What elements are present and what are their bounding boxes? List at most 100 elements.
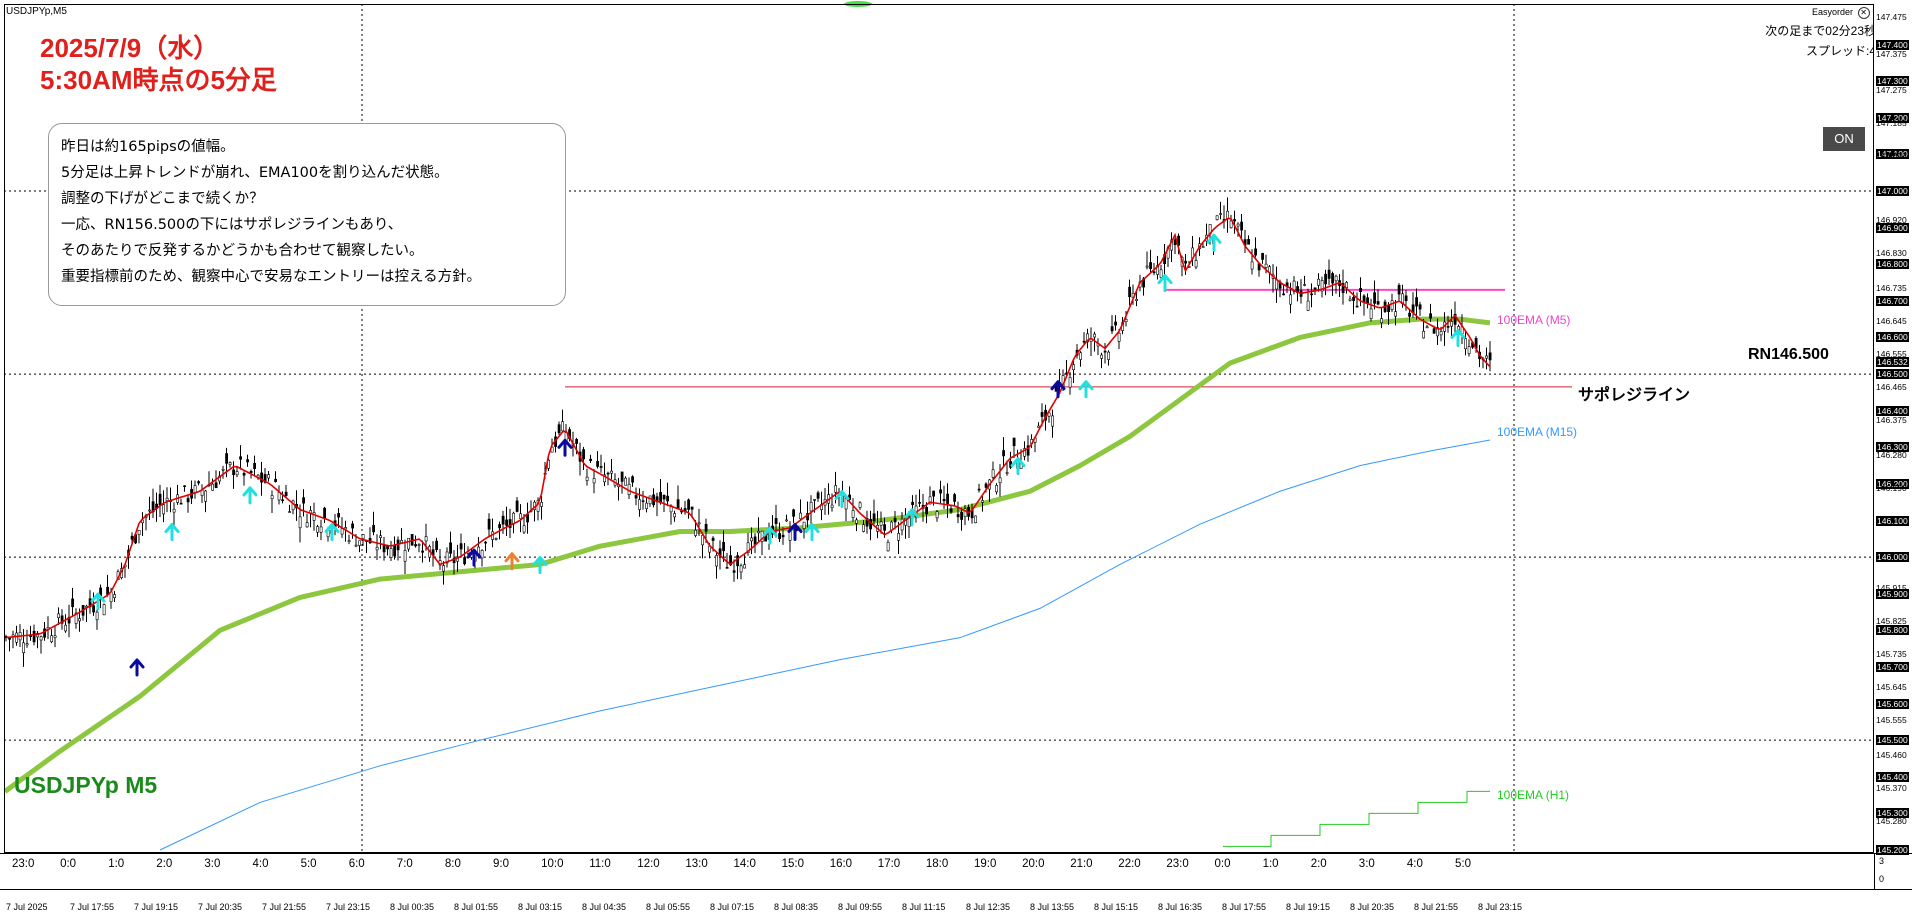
price-tick-label: 145.370 xyxy=(1876,782,1907,793)
price-tick-label: 147.100 xyxy=(1876,149,1909,160)
candle-body xyxy=(897,533,901,541)
buy-signal-arrow-icon xyxy=(834,490,850,509)
ema-m5-line xyxy=(3,316,1491,794)
candle-body xyxy=(1068,377,1072,388)
candle-body xyxy=(750,537,754,542)
candle-body xyxy=(599,466,603,468)
date-tick-label: 8 Jul 23:15 xyxy=(1478,902,1523,912)
candle-body xyxy=(974,515,978,523)
candle-body xyxy=(435,540,439,550)
candle-body xyxy=(225,453,229,464)
candle-body xyxy=(673,513,677,518)
candle-body xyxy=(379,535,383,538)
time-tick-label: 9:0 xyxy=(493,858,509,870)
candle-body xyxy=(498,524,502,529)
candle-body xyxy=(526,514,530,523)
buy-signal-arrow-icon xyxy=(557,438,573,457)
candle-body xyxy=(638,499,642,510)
time-axis-dates[interactable]: 7 Jul 2025 7 Jul 17:55 7 Jul 19:15 7 Jul 20… xyxy=(0,889,1912,919)
candle-body xyxy=(148,509,152,512)
candle-body xyxy=(676,499,680,509)
candle-body xyxy=(463,557,467,565)
candle-body xyxy=(1240,221,1244,231)
candle-body xyxy=(92,605,96,613)
price-tick-label: 145.800 xyxy=(1876,625,1909,636)
candle-body xyxy=(991,469,995,478)
ema-h1-label: 100EMA (H1) xyxy=(1497,788,1570,802)
date-tick-label: 8 Jul 15:15 xyxy=(1094,902,1139,912)
title-date: 2025/7/9（水） xyxy=(40,33,220,63)
easyorder-panel[interactable]: Easyorder ✕ xyxy=(1812,7,1870,19)
candle-body xyxy=(624,477,628,486)
candle-body xyxy=(998,477,1002,484)
candle-body xyxy=(732,570,736,573)
time-tick-label: 4:0 xyxy=(1406,858,1423,870)
candle-body xyxy=(1306,300,1310,311)
date-tick-label: 8 Jul 19:15 xyxy=(1286,902,1331,912)
time-axis-hours[interactable]: 23:0 0:0 1:0 2:0 3:0 4:0 5:0 6:0 7:0 8:0 9:0 10:0 11… xyxy=(0,853,1912,879)
candle-body xyxy=(221,468,225,471)
candle-body xyxy=(1040,412,1044,417)
date-tick-label: 8 Jul 12:35 xyxy=(966,902,1011,912)
time-tick-label: 19:0 xyxy=(974,858,997,870)
buy-signal-arrow-icon xyxy=(1206,233,1222,252)
price-tick-label: 145.280 xyxy=(1876,815,1907,826)
price-tick-label: 146.500 xyxy=(1876,369,1909,380)
candle-body xyxy=(459,543,463,550)
chart-plot-area[interactable] xyxy=(0,0,1874,853)
candle-body xyxy=(1114,321,1118,326)
time-tick-label: 4:0 xyxy=(252,858,269,870)
candle-body xyxy=(39,636,43,641)
candle-body xyxy=(946,493,950,504)
candle-body xyxy=(1145,265,1149,268)
price-tick-label: 145.300 xyxy=(1876,808,1909,819)
candle-body xyxy=(242,473,246,476)
candle-body xyxy=(1289,294,1293,305)
candle-body xyxy=(1261,253,1265,260)
candle-body xyxy=(855,519,859,524)
price-tick-label: 145.600 xyxy=(1876,698,1909,709)
date-tick-label: 8 Jul 00:35 xyxy=(390,902,435,912)
candle-body xyxy=(50,635,54,643)
on-toggle-button[interactable]: ON xyxy=(1823,127,1865,151)
price-chart[interactable] xyxy=(0,0,1874,853)
candle-body xyxy=(694,529,698,536)
candle-body xyxy=(204,490,208,502)
time-tick-label: 7:0 xyxy=(396,858,413,870)
candle-body xyxy=(1002,450,1006,457)
candle-body xyxy=(739,565,743,573)
candle-body xyxy=(690,506,694,510)
candle-body xyxy=(1436,327,1440,337)
candle-body xyxy=(1194,260,1198,268)
time-tick-label: 0:0 xyxy=(60,858,77,870)
date-tick-label: 8 Jul 01:55 xyxy=(454,902,499,912)
candle-body xyxy=(799,512,803,520)
candle-body xyxy=(1450,321,1454,327)
top-marker xyxy=(844,1,872,7)
candle-body xyxy=(1320,280,1324,292)
candle-body xyxy=(1355,305,1359,308)
candle-body xyxy=(298,516,302,529)
candle-body xyxy=(949,508,953,513)
candle-body xyxy=(1107,351,1111,360)
buy-signal-arrow-icon xyxy=(1157,274,1173,293)
candle-body xyxy=(522,525,526,533)
signal-arrow-icon xyxy=(504,552,520,571)
candle-body xyxy=(722,541,726,552)
candle-body xyxy=(60,615,64,624)
time-tick-label: 12:0 xyxy=(637,858,660,870)
candle-body xyxy=(995,485,999,493)
buy-signal-arrow-icon xyxy=(904,508,920,527)
candle-body xyxy=(354,544,358,547)
close-icon[interactable]: ✕ xyxy=(1857,7,1870,19)
candle-body xyxy=(480,550,484,559)
time-tick-label: 2:0 xyxy=(156,858,173,870)
bar-countdown: 次の足まで02分23秒 xyxy=(1765,24,1876,38)
candle-body xyxy=(246,459,250,463)
ema-h1-line xyxy=(1223,790,1490,847)
time-tick-label: 23:0 xyxy=(12,858,35,870)
price-axis[interactable]: 147.475 147.400 147.375 147.300 147.275 147.2… xyxy=(1874,0,1912,855)
candle-body xyxy=(270,495,274,500)
time-tick-label: 11:0 xyxy=(589,858,611,870)
candle-body xyxy=(582,449,586,460)
